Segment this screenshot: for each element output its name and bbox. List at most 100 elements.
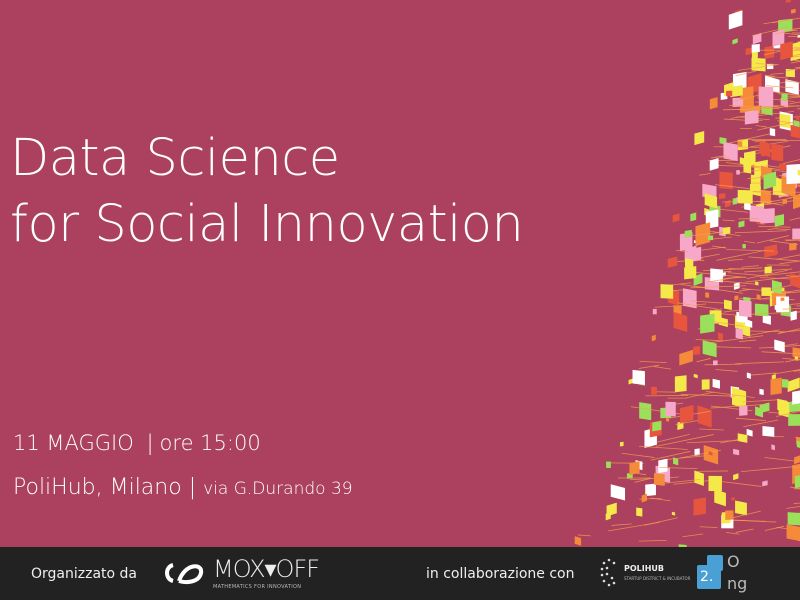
particle-block	[658, 458, 668, 474]
particle-block	[759, 388, 764, 396]
particle-trail	[727, 519, 766, 522]
particle-trail	[739, 288, 751, 292]
particle-block	[790, 124, 800, 139]
particle-block	[790, 272, 800, 290]
particle-trail	[621, 452, 655, 458]
particle-block	[714, 489, 726, 507]
particle-trail	[756, 235, 789, 244]
particle-block	[632, 369, 645, 385]
particle-block	[760, 208, 775, 224]
event-location: PoliHub, Milano | via G.Durando 39	[13, 474, 353, 503]
particle-block	[796, 440, 800, 449]
particle-trail	[676, 249, 689, 253]
particle-block	[760, 189, 771, 205]
particle-trail	[776, 228, 791, 230]
particle-trail	[707, 276, 740, 283]
particle-block	[771, 143, 784, 162]
particle-block	[776, 296, 790, 313]
title-line-2: for Social Innovation	[10, 195, 524, 254]
particle-trail	[716, 346, 752, 349]
particle-trail	[638, 540, 667, 542]
event-datetime: 11 MAGGIO | ore 15:00	[13, 430, 261, 456]
particle-block	[751, 57, 766, 72]
particle-trail	[662, 479, 700, 484]
particle-trail	[748, 256, 800, 262]
particle-trail	[786, 67, 800, 72]
particle-block	[704, 193, 718, 209]
particle-block	[636, 507, 643, 517]
particle-block	[725, 510, 734, 520]
particle-block	[730, 85, 743, 98]
particle-block	[740, 86, 754, 100]
particle-block	[771, 279, 782, 295]
particle-trail	[765, 192, 800, 199]
particle-trail	[638, 364, 660, 369]
particle-block	[701, 379, 710, 390]
particle-trail	[752, 26, 789, 37]
particle-trail	[736, 417, 767, 421]
organized-by-label: Organizzato da	[31, 566, 138, 582]
particle-block	[737, 141, 743, 147]
particle-block	[724, 199, 731, 208]
particle-block	[732, 197, 738, 205]
particle-trail	[680, 283, 708, 289]
particle-trail	[785, 239, 800, 242]
particle-trail	[790, 486, 800, 489]
particle-trail	[769, 240, 799, 246]
particle-block	[724, 299, 732, 311]
particle-trail	[672, 289, 683, 291]
moxoff-name: MOX▾OFF	[213, 555, 320, 583]
particle-block	[610, 484, 626, 501]
particle-trail	[770, 72, 784, 75]
particle-block	[758, 86, 774, 107]
particle-trail	[746, 269, 788, 280]
particle-trail	[734, 230, 787, 234]
particle-trail	[790, 55, 800, 58]
particle-art-decoration	[574, 0, 800, 547]
event-venue: PoliHub, Milano	[13, 475, 182, 500]
separator: |	[188, 475, 197, 500]
particle-block	[694, 131, 705, 146]
particle-block	[652, 308, 657, 315]
particle-block	[777, 398, 788, 412]
particle-trail	[787, 96, 800, 99]
logo-text-top: O	[727, 552, 740, 571]
particle-block	[702, 340, 717, 358]
particle-trail	[743, 419, 779, 428]
particle-trail	[758, 225, 791, 228]
particle-block	[732, 38, 738, 45]
particle-trail	[786, 105, 800, 107]
particle-block	[718, 332, 723, 341]
particle-trail	[707, 335, 764, 344]
particle-trail	[761, 351, 800, 355]
particle-block	[684, 229, 692, 238]
particle-trail	[715, 369, 738, 372]
particle-block	[685, 257, 694, 270]
particle-block	[791, 8, 796, 14]
particle-trail	[755, 63, 779, 66]
event-date: 11 MAGGIO	[13, 431, 134, 455]
particle-trail	[735, 528, 754, 533]
title-line-1: Data Science	[10, 129, 340, 188]
particle-trail	[763, 19, 794, 25]
particle-trail	[761, 294, 786, 300]
particle-block	[739, 405, 748, 416]
particle-block	[645, 483, 656, 497]
particle-block	[639, 402, 652, 421]
particle-block	[779, 113, 791, 129]
particle-trail	[690, 285, 747, 289]
particle-trail	[734, 361, 785, 365]
particle-block	[679, 349, 693, 366]
particle-trail	[712, 245, 727, 249]
particle-block	[666, 418, 670, 422]
particle-trail	[654, 303, 707, 308]
particle-block	[672, 213, 680, 223]
particle-trail	[650, 450, 691, 461]
particle-block	[792, 228, 800, 240]
particle-block	[726, 90, 733, 97]
particle-trail	[682, 533, 704, 538]
particle-block	[731, 497, 735, 501]
particle-block	[778, 163, 787, 171]
particle-trail	[709, 164, 768, 168]
particle-block	[734, 295, 739, 301]
